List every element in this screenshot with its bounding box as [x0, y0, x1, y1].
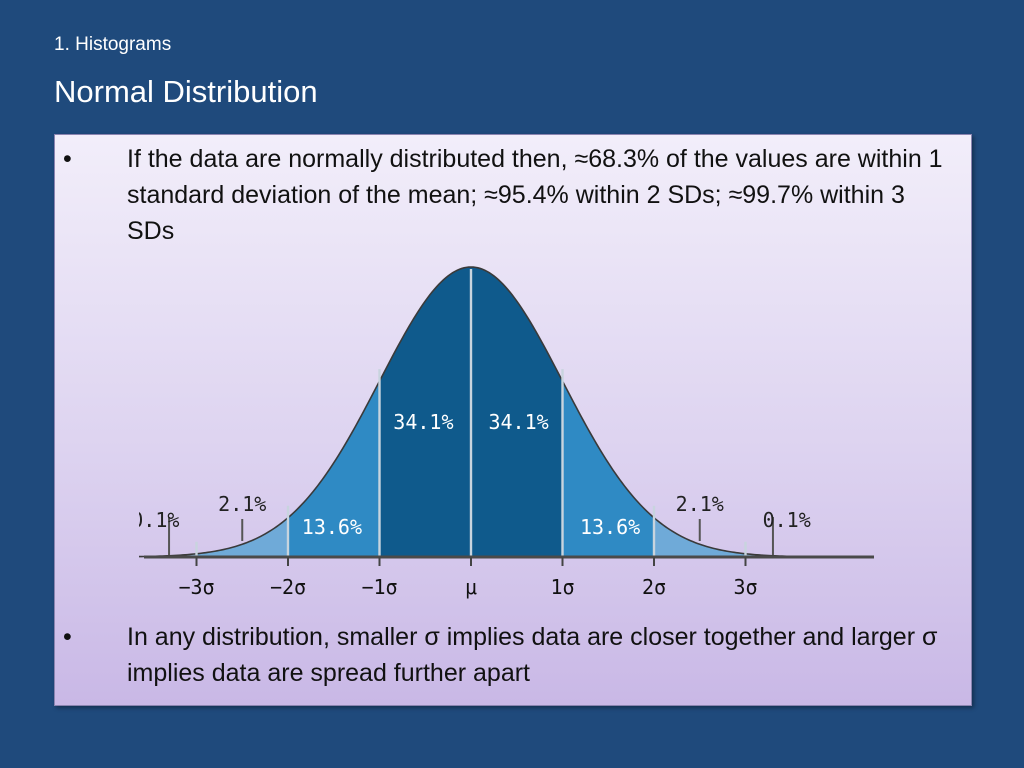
bell-curve-line — [139, 266, 838, 558]
section-label: 1. Histograms — [54, 34, 172, 55]
bullet-1-symbol: • — [63, 145, 72, 173]
x-tick-label-4: 1σ — [550, 575, 574, 599]
x-tick-label-3: μ — [465, 575, 477, 599]
x-tick-label-1: −2σ — [270, 575, 306, 599]
x-tick-label-0: −3σ — [178, 575, 214, 599]
region-6 — [654, 517, 746, 557]
bell-curve-chart: −3σ −2σ −1σ μ 1σ 2σ 3σ 0.1% 2.1% 13.6% 34.1% 34.1% 1… — [139, 266, 874, 599]
slide-title: Normal Distribution — [54, 74, 318, 109]
region-label-7: 0.1% — [763, 508, 811, 532]
content-box: • If the data are normally distributed t… — [54, 134, 972, 706]
region-label-5: 13.6% — [580, 515, 640, 539]
x-tick-label-5: 2σ — [642, 575, 666, 599]
bullet-1-text: If the data are normally distributed the… — [127, 145, 943, 245]
bullet-2-symbol: • — [63, 623, 72, 651]
region-label-2: 13.6% — [302, 515, 362, 539]
region-1 — [196, 517, 288, 557]
region-label-0: 0.1% — [139, 508, 179, 532]
x-tick-label-6: 3σ — [733, 575, 757, 599]
region-label-1: 2.1% — [218, 492, 266, 516]
region-label-6: 2.1% — [676, 492, 724, 516]
region-label-3: 34.1% — [393, 410, 453, 434]
x-tick-label-2: −1σ — [361, 575, 397, 599]
bullet-2-text: In any distribution, smaller σ implies d… — [127, 623, 938, 687]
region-label-4: 34.1% — [488, 410, 548, 434]
